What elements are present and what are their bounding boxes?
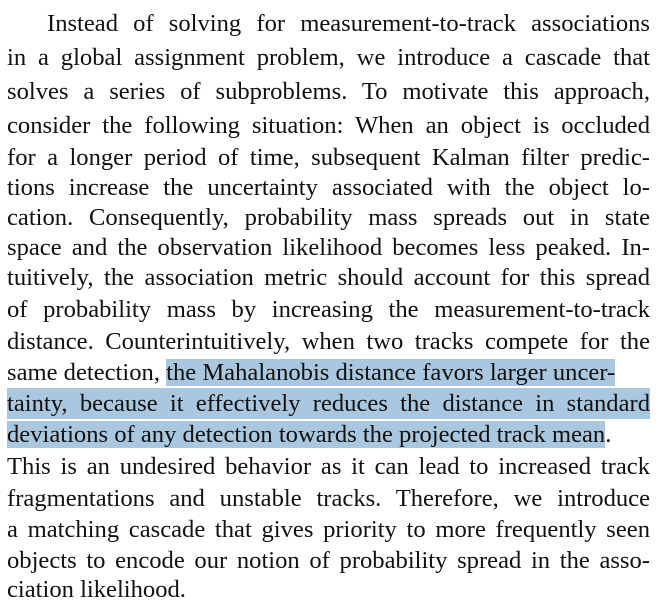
text-line: cation. Consequently, probability mass s… <box>7 204 650 231</box>
text-line: solves a series of subproblems. To motiv… <box>7 78 650 105</box>
plain-text: . <box>605 421 612 448</box>
plain-text: same detection, <box>7 359 167 386</box>
text-line: a matching cascade that gives priority t… <box>7 516 650 543</box>
text-line: This is an undesired behavior as it can … <box>7 453 650 480</box>
highlighted-text-line: tainty, because it effectively reduces t… <box>7 388 650 419</box>
text-line: distance. Counterintuitively, when two t… <box>7 328 650 355</box>
highlighted-text: the Mahalanobis distance favors larger u… <box>166 359 616 386</box>
text-line-partially-highlighted: deviations of any detection towards the … <box>7 419 650 450</box>
text-line: objects to encode our notion of probabil… <box>7 547 650 574</box>
text-line: Instead of solving for measurement-to-tr… <box>47 10 650 37</box>
text-line-partially-highlighted: same detection, the Mahalanobis distance… <box>7 357 650 388</box>
text-line: tuitively, the association metric should… <box>7 264 650 291</box>
text-line: space and the observation likelihood bec… <box>7 234 650 261</box>
text-line: for a longer period of time, subsequent … <box>7 144 650 171</box>
highlighted-text: deviations of any detection towards the … <box>7 421 606 448</box>
text-line: in a global assignment problem, we intro… <box>7 44 650 71</box>
text-line: consider the following situation: When a… <box>7 112 650 139</box>
text-line: of probability mass by increasing the me… <box>7 296 650 323</box>
text-line: fragmentations and unstable tracks. Ther… <box>7 485 650 512</box>
text-line: tions increase the uncertainty associate… <box>7 174 650 201</box>
text-line: ciation likelihood. <box>7 576 186 603</box>
